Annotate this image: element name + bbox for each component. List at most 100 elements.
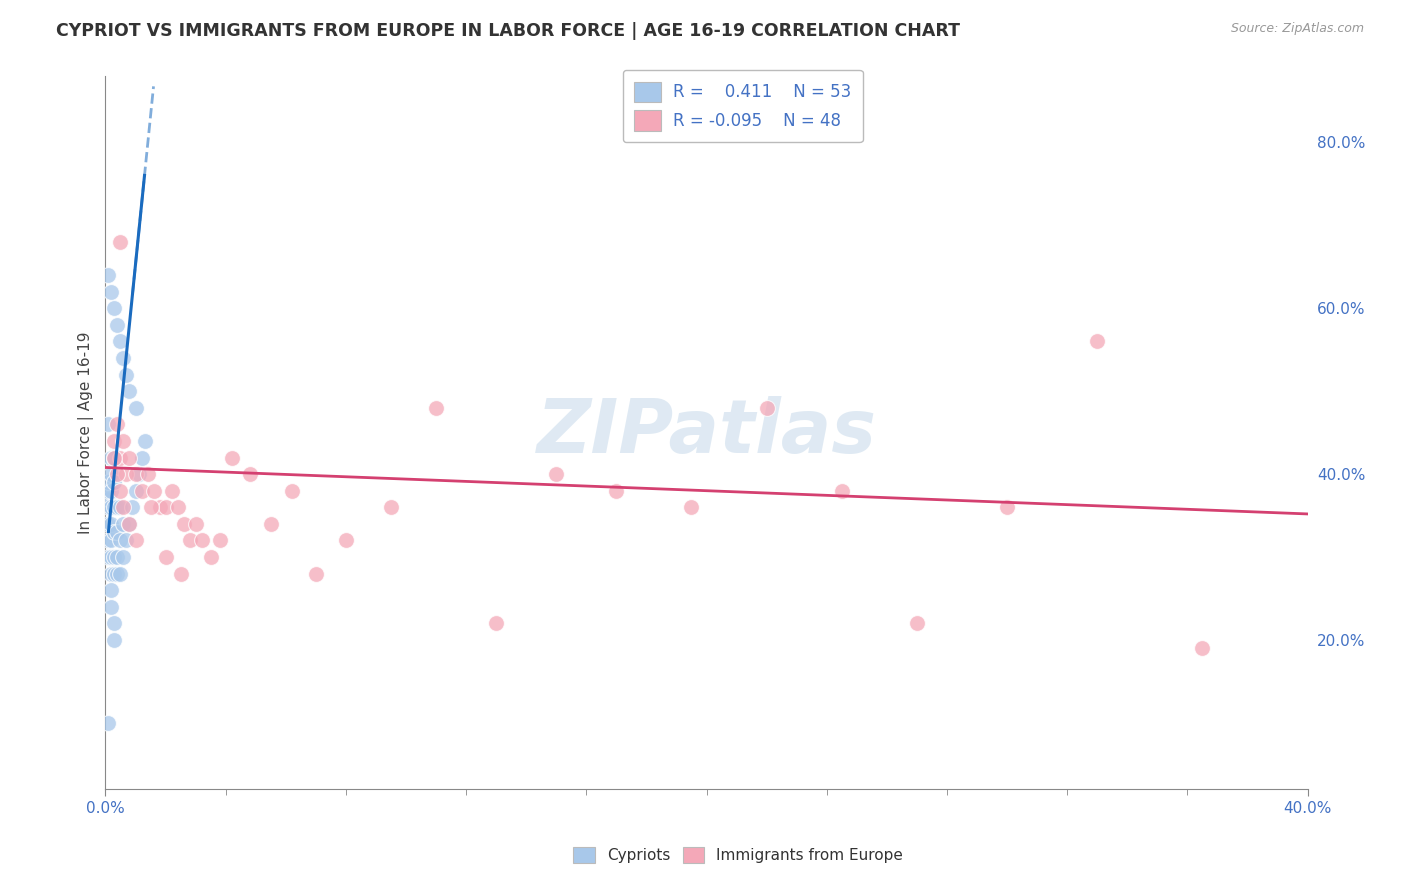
Point [128, 467, 150, 482]
Point [425, 401, 447, 415]
Point [124, 533, 146, 548]
Point [134, 434, 156, 448]
Text: CYPRIOT VS IMMIGRANTS FROM EUROPE IN LABOR FORCE | AGE 16-19 CORRELATION CHART: CYPRIOT VS IMMIGRANTS FROM EUROPE IN LAB… [56, 22, 960, 40]
Point [97, 268, 120, 282]
Point [546, 467, 568, 482]
Point [179, 533, 201, 548]
Point [173, 516, 195, 531]
Point [200, 550, 222, 565]
Point [112, 434, 135, 448]
Point [112, 516, 135, 531]
Point [118, 450, 141, 465]
Point [100, 583, 122, 598]
Point [260, 516, 283, 531]
Point [755, 401, 778, 415]
Point [103, 434, 125, 448]
Point [124, 467, 146, 482]
Point [107, 550, 129, 565]
Point [100, 467, 122, 482]
Point [100, 516, 122, 531]
Point [131, 483, 153, 498]
Point [160, 483, 183, 498]
Point [103, 616, 125, 631]
Point [831, 483, 853, 498]
Point [107, 417, 129, 432]
Point [155, 550, 177, 565]
Point [103, 450, 125, 465]
Point [605, 483, 627, 498]
Point [1085, 334, 1108, 349]
Point [100, 285, 122, 299]
Point [118, 384, 141, 398]
Text: ZIPatlas: ZIPatlas [537, 396, 876, 469]
Point [115, 533, 138, 548]
Point [103, 633, 125, 648]
Point [97, 716, 120, 731]
Point [131, 450, 153, 465]
Point [103, 475, 125, 490]
Point [107, 318, 129, 332]
Point [110, 334, 132, 349]
Point [97, 533, 120, 548]
Point [305, 566, 328, 581]
Point [136, 467, 159, 482]
Point [100, 450, 122, 465]
Point [485, 616, 508, 631]
Point [100, 566, 122, 581]
Point [97, 550, 120, 565]
Point [107, 500, 129, 515]
Point [103, 450, 125, 465]
Point [124, 483, 146, 498]
Point [681, 500, 703, 515]
Point [115, 368, 138, 382]
Point [208, 533, 231, 548]
Point [103, 525, 125, 540]
Point [97, 500, 120, 515]
Point [905, 616, 928, 631]
Text: Source: ZipAtlas.com: Source: ZipAtlas.com [1230, 22, 1364, 36]
Point [112, 550, 135, 565]
Point [139, 500, 162, 515]
Point [97, 417, 120, 432]
Point [118, 516, 141, 531]
Point [115, 467, 138, 482]
Point [121, 500, 143, 515]
Point [103, 301, 125, 315]
Legend: Cypriots, Immigrants from Europe: Cypriots, Immigrants from Europe [565, 839, 911, 871]
Point [100, 550, 122, 565]
Point [100, 533, 122, 548]
Point [103, 550, 125, 565]
Point [97, 516, 120, 531]
Point [1191, 641, 1213, 656]
Point [380, 500, 402, 515]
Point [335, 533, 357, 548]
Point [107, 525, 129, 540]
Point [110, 483, 132, 498]
Point [124, 401, 146, 415]
Point [110, 500, 132, 515]
Point [184, 516, 207, 531]
Point [110, 450, 132, 465]
Point [995, 500, 1018, 515]
Point [97, 491, 120, 506]
Legend: R =    0.411    N = 53, R = -0.095    N = 48: R = 0.411 N = 53, R = -0.095 N = 48 [623, 70, 862, 142]
Point [112, 500, 135, 515]
Point [100, 599, 122, 614]
Point [221, 450, 243, 465]
Point [103, 566, 125, 581]
Point [97, 475, 120, 490]
Point [190, 533, 212, 548]
Point [110, 566, 132, 581]
Point [281, 483, 304, 498]
Point [100, 483, 122, 498]
Point [97, 483, 120, 498]
Point [103, 500, 125, 515]
Point [107, 566, 129, 581]
Y-axis label: In Labor Force | Age 16-19: In Labor Force | Age 16-19 [79, 331, 94, 534]
Point [110, 235, 132, 249]
Point [112, 351, 135, 365]
Point [142, 483, 165, 498]
Point [239, 467, 262, 482]
Point [148, 500, 170, 515]
Point [118, 516, 141, 531]
